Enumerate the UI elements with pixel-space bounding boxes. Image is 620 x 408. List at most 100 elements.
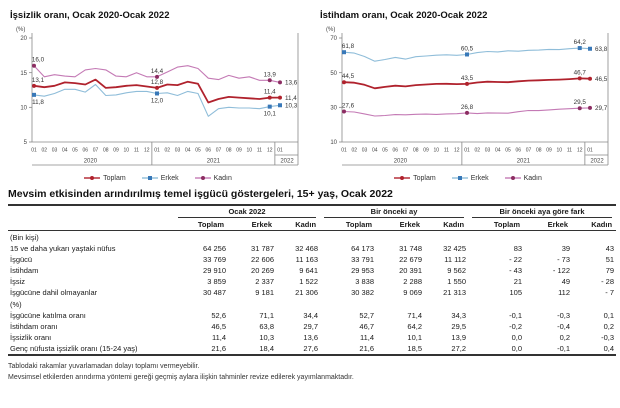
table-group-header-row: Ocak 2022 Bir önceki ay Bir önceki aya gör…: [8, 205, 616, 219]
charts-row: İşsizlik oranı, Ocak 2020-Ocak 2022 (%) 5…: [0, 6, 620, 182]
x-month-label: 08: [103, 148, 109, 154]
cell-value: -0,1: [557, 344, 571, 353]
cell-value: 71,4: [407, 311, 423, 320]
data-marker: [155, 85, 159, 90]
x-month-label: 11: [567, 148, 572, 154]
y-axis-unit-label: (%): [326, 27, 335, 33]
table-row: İstihdam oranı 46,5 63,8 29,7 46,7 64,2 29,5 -0…: [8, 321, 616, 332]
data-point-label: 12,8: [151, 79, 164, 86]
x-month-label: 09: [113, 148, 119, 154]
table-footnotes: Tablodaki rakamlar yuvarlamadan dolayı t…: [8, 361, 612, 383]
x-month-label: 08: [413, 148, 419, 154]
cell-value: 2 288: [403, 277, 423, 286]
x-month-label: 05: [72, 148, 78, 154]
legend-label: Erkek: [470, 174, 489, 182]
data-marker: [465, 81, 469, 86]
x-month-label: 07: [526, 148, 532, 154]
data-marker: [267, 104, 272, 109]
x-month-label: 01: [277, 148, 283, 154]
cell-value: 9 641: [299, 266, 319, 275]
table-row: İşgücüne katılma oranı 52,6 71,1 34,4 52,7 71…: [8, 310, 616, 321]
y-tick-label: 10: [330, 140, 337, 146]
row-label: İşsizlik oranı: [10, 333, 52, 342]
x-month-label: 12: [144, 148, 150, 154]
table-row: İşgücü 33 769 22 606 11 163 33 791 22 679 11 1…: [8, 254, 616, 265]
x-month-label: 04: [62, 148, 68, 154]
data-marker: [465, 110, 469, 115]
legend-label: Erkek: [160, 174, 179, 182]
x-month-label: 04: [185, 148, 191, 154]
data-point-label: 12,0: [151, 97, 164, 104]
subcolumn-header: Kadın: [424, 219, 469, 231]
footnote-revision: Mevsimsel etkilerden arındırma yöntemi g…: [8, 374, 354, 381]
x-month-label: 04: [372, 148, 378, 154]
x-month-label: 03: [485, 148, 491, 154]
data-point-label: 11,4: [264, 89, 276, 96]
x-year-label: 2021: [517, 159, 531, 165]
y-tick-label: 70: [330, 36, 337, 42]
unemployment-chart: (%) 5 10 15 20 01 02 03 04 05 06 07 08 09 10 11 12 01 02 03…: [16, 27, 299, 166]
table-corner-cell: [8, 219, 174, 231]
x-month-label: 07: [216, 148, 222, 154]
y-tick-label: 15: [20, 71, 27, 77]
cell-value: 31 787: [251, 244, 274, 253]
legend-label: Toplam: [103, 174, 126, 182]
cell-value: 9 562: [447, 266, 467, 275]
cell-value: - 73: [557, 255, 571, 264]
x-month-label: 01: [154, 148, 160, 154]
cell-value: 79: [605, 266, 615, 275]
x-month-label: 08: [536, 148, 542, 154]
labor-table-title: Mevsim etkisinden arındırılmış temel işg…: [8, 188, 393, 200]
cell-value: 33 769: [203, 255, 226, 264]
cell-value: 39: [561, 244, 571, 253]
data-point-label: 10,3: [285, 102, 298, 109]
x-year-label: 2020: [394, 159, 408, 165]
data-marker: [588, 105, 592, 110]
cell-value: 18,4: [259, 344, 274, 353]
table-row: İstihdam 29 910 20 269 9 641 29 953 20 391 9 5…: [8, 265, 616, 276]
cell-value: - 22: [509, 255, 523, 264]
column-group-header: Ocak 2022: [174, 205, 320, 219]
data-point-label: 29,7: [595, 105, 608, 112]
data-marker: [155, 91, 159, 96]
y-tick-label: 50: [330, 71, 337, 77]
section-header-label: (%): [10, 300, 22, 309]
data-marker: [577, 76, 582, 81]
legend-label: Kadın: [523, 174, 542, 182]
data-marker: [342, 109, 346, 114]
cell-value: -0,3: [601, 333, 615, 342]
data-marker: [577, 46, 582, 51]
cell-value: 34,4: [303, 311, 319, 320]
subcolumn-header: Kadın: [572, 219, 617, 231]
cell-value: 0,1: [603, 311, 615, 320]
cell-value: 46,7: [359, 322, 375, 331]
data-point-label: 27,6: [342, 102, 355, 109]
table-subcolumn-header-row: Toplam Erkek Kadın Toplam Erkek Kadın Toplam Er…: [8, 219, 617, 231]
cell-value: 51: [605, 255, 615, 264]
cell-value: 21,6: [359, 344, 375, 353]
cell-value: 11,4: [359, 333, 375, 342]
cell-value: 1 522: [299, 277, 319, 286]
labor-table-head: Ocak 2022 Bir önceki ay Bir önceki aya gör…: [8, 205, 617, 231]
table-corner-cell: [8, 205, 174, 219]
data-marker: [577, 106, 582, 111]
cell-value: 32 425: [443, 244, 467, 253]
section-header-row: (Bin kişi): [8, 231, 616, 244]
row-label: İşgücüne katılma oranı: [10, 311, 86, 320]
cell-value: 64 173: [351, 244, 375, 253]
y-tick-label: 20: [20, 36, 27, 42]
legend-item-erkek: Erkek: [141, 174, 179, 182]
cell-value: - 28: [601, 277, 615, 286]
data-point-label: 46,7: [574, 69, 587, 76]
data-marker: [278, 80, 282, 85]
cell-value: -0,2: [509, 322, 523, 331]
cell-value: 10,3: [259, 333, 274, 342]
cell-value: 9 069: [403, 288, 423, 297]
cell-value: 71,1: [259, 311, 274, 320]
cell-value: 22 606: [251, 255, 274, 264]
data-point-label: 13,9: [264, 71, 277, 78]
subcolumn-header: Toplam: [468, 219, 525, 231]
row-label: 15 ve daha yukarı yaştaki nüfus: [10, 244, 116, 253]
x-year-label: 2020: [84, 159, 98, 165]
cell-value: 18,5: [407, 344, 423, 353]
